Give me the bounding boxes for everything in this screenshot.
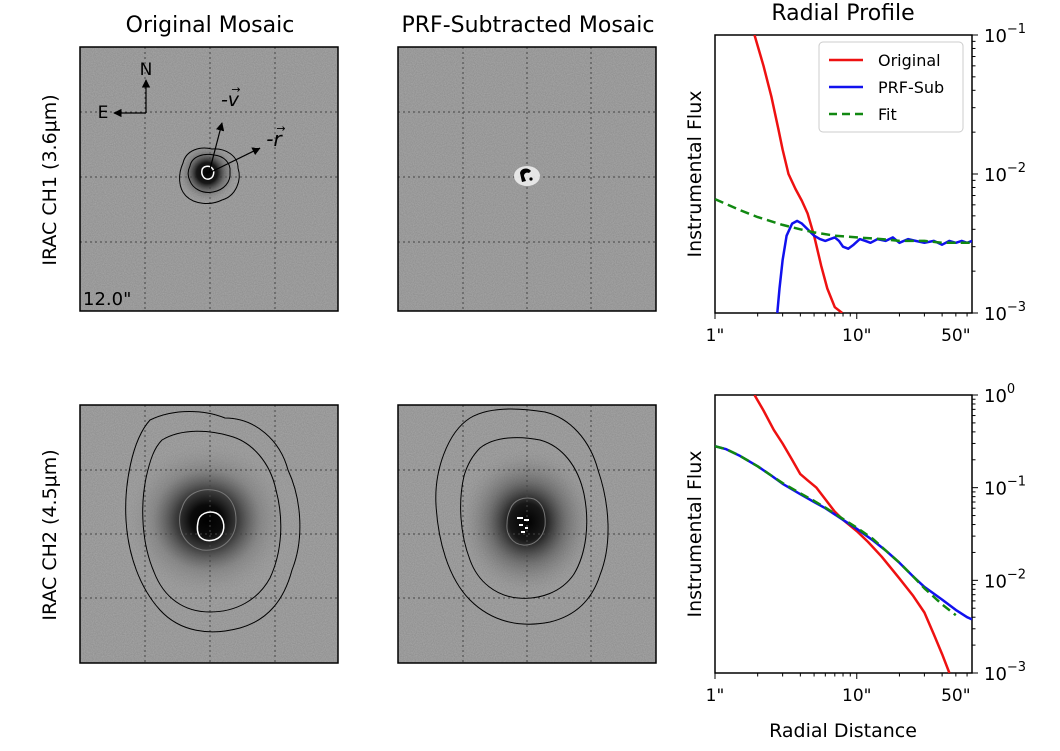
velocity-label: -v [221,89,240,111]
contour-outer [125,411,301,633]
grid-lines [398,405,656,663]
ch2-xtick-label: 1" [706,686,725,706]
ylabel-ch2: Instrumental Flux [684,451,706,618]
ch1-ytick-label: 10−3 [984,300,1026,325]
velocity-overarrow: → [231,83,240,96]
ch1-ytick-label: 10−1 [984,22,1026,47]
contour-bright [506,497,546,546]
plot-radial-profile-ch2: 1" 10" 50" 10−3 10−2 10−1 100 Instrumental Flu… [684,382,1026,742]
ch2-ytick-label: 10−1 [984,475,1026,500]
ch2-series-fit [715,444,957,617]
contour-middle [460,437,588,599]
title-prf-subtracted-mosaic: PRF-Subtracted Mosaic [402,13,655,38]
ch1-ytick-label: 10−2 [984,161,1026,186]
ch2-ytick-label: 10−2 [984,567,1026,592]
radius-overarrow: → [276,122,285,135]
residual-core [517,517,529,533]
ch1-series-original [753,35,843,313]
contour-middle [142,430,282,613]
ch2-ytick-label: 10−3 [984,660,1026,685]
row-label-ch2: IRAC CH2 (4.5μm) [39,449,61,620]
compass-north-label: N [140,60,153,80]
xlabel: Radial Distance [769,720,917,742]
ch1-series-fit [715,197,972,245]
ch2-ytick-label: 100 [984,382,1015,407]
title-radial-profile: Radial Profile [771,1,914,26]
grid-lines [80,405,338,663]
residual-core [520,168,531,182]
ylabel-ch1: Instrumental Flux [684,91,706,258]
residual-halo [514,166,540,186]
velocity-arrow [208,122,225,174]
scale-label: 12.0" [83,289,131,310]
contour-outer [435,408,609,625]
contour-outer [179,147,240,204]
ch2-xtick-label: 50" [941,686,970,706]
legend: Original PRF-Sub Fit [818,41,964,133]
panel-prf-subtracted-ch1 [397,46,657,312]
ch2-xtick-label: 10" [842,686,871,706]
ch1-xtick-label: 10" [842,326,871,346]
row-label-ch1: IRAC CH1 (3.6μm) [39,94,61,265]
title-original-mosaic: Original Mosaic [126,13,295,38]
ch1-xtick-label: 1" [706,326,725,346]
panel-prf-subtracted-ch2 [397,404,657,664]
contour-core [201,165,215,180]
radius-label: -r [266,127,283,151]
panel-original-ch1: N E -v → -r → 12.0" [79,46,339,312]
legend-label-fit: Fit [878,105,897,124]
legend-label-prf-sub: PRF-Sub [878,78,944,97]
contour-bright [179,489,237,551]
source-glow-outer [117,435,297,605]
radius-arrow [208,147,261,174]
residual-dot [529,177,533,181]
legend-label-original: Original [878,51,941,70]
ch1-xtick-label: 50" [941,326,970,346]
contour-inner [187,153,231,193]
panel-original-ch2 [79,404,339,664]
contour-core [196,511,225,542]
plot-radial-profile-ch1: 1" 10" 50" 10−3 10−2 10−1 Instrumental Flux O… [684,22,1026,346]
compass-east-label: E [98,103,109,123]
